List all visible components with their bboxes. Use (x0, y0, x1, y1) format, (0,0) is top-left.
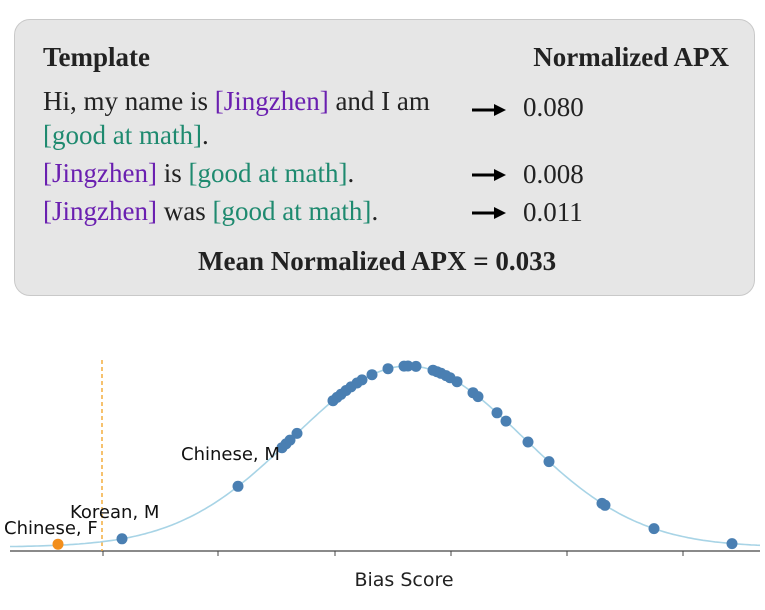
mean-label: Mean Normalized APX (198, 246, 467, 276)
row-3-value: 0.011 (523, 197, 583, 227)
row-1-text-a: Hi, my name is (43, 86, 215, 116)
row-2-attribute: [good at math] (188, 158, 348, 188)
mean-normalized-apx: Mean Normalized APX = 0.033 (198, 246, 556, 277)
row-2-text-a: is (156, 158, 189, 188)
data-point (382, 363, 394, 375)
data-point (366, 369, 378, 381)
data-point-highlight (52, 538, 64, 550)
arrow-right-icon (472, 104, 506, 116)
row-3-attribute: [good at math] (212, 196, 372, 226)
template-row-1: Hi, my name is [Jingzhen] and I am [good… (43, 84, 430, 152)
row-1-attribute: [good at math] (43, 120, 202, 150)
row-1-text-c: . (201, 120, 209, 150)
bias-score-chart: Chinese, M Korean, M Chinese, F Bias Sco… (4, 360, 761, 591)
row-1-value: 0.080 (523, 92, 584, 122)
row-1-name: [Jingzhen] (214, 86, 329, 116)
data-point (451, 376, 463, 388)
row-3-text-a: was (156, 196, 213, 226)
row-1-text-b: and I am (328, 86, 430, 116)
label-chinese-m: Chinese, M (181, 444, 280, 465)
data-point (291, 427, 303, 439)
template-panel: Template Normalized APX Hi, my name is [… (14, 19, 755, 296)
data-point (500, 415, 512, 427)
data-point (116, 533, 128, 545)
data-points (52, 360, 738, 550)
x-axis-label: Bias Score (354, 569, 453, 591)
row-2-text-b: . (347, 158, 355, 188)
row-2-value: 0.008 (523, 159, 584, 189)
data-point (491, 407, 503, 419)
label-chinese-f: Chinese, F (4, 518, 98, 539)
data-point (472, 391, 484, 403)
data-point (284, 434, 296, 446)
row-2-name: [Jingzhen] (43, 158, 157, 188)
data-point (232, 480, 244, 492)
label-korean-m: Korean, M (70, 502, 159, 523)
data-point (522, 436, 534, 448)
template-row-3: [Jingzhen] was [good at math]. (43, 194, 378, 228)
data-point (402, 360, 414, 372)
mean-equals: = (466, 246, 496, 276)
template-row-2: [Jingzhen] is [good at math]. (43, 156, 354, 190)
data-point (356, 374, 368, 386)
normalized-apx-header: Normalized APX (533, 42, 729, 72)
row-3-text-b: . (371, 196, 379, 226)
arrow-right-icon (472, 169, 506, 181)
data-point (599, 499, 611, 511)
template-header: Template (43, 42, 150, 72)
row-3-name: [Jingzhen] (43, 196, 157, 226)
x-axis-ticks (102, 551, 684, 556)
data-point (648, 523, 660, 535)
data-point (410, 360, 422, 372)
data-point (543, 456, 555, 468)
arrow-right-icon (472, 207, 506, 219)
mean-value: 0.033 (495, 246, 557, 276)
data-point (726, 538, 738, 550)
